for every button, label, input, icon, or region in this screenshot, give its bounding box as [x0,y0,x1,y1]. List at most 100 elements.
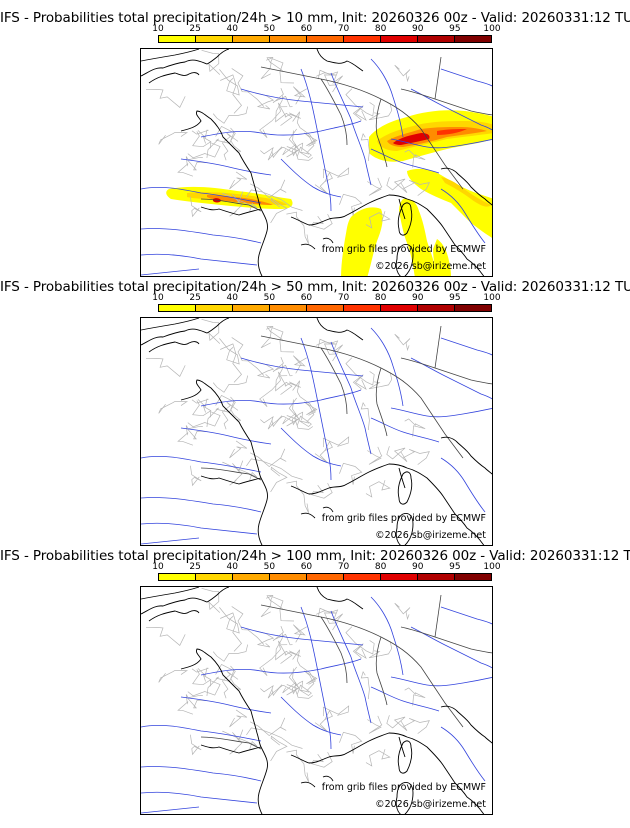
department-border [270,197,288,224]
department-border [286,211,309,244]
river [240,357,364,377]
department-border [365,211,391,229]
river [300,68,332,212]
river [200,120,362,138]
department-border [246,458,303,480]
department-border [201,587,221,613]
department-border [316,72,338,93]
department-border [215,394,242,421]
department-border [304,670,318,692]
colorbar-swatch [344,36,381,42]
department-border [192,669,212,686]
island-outline [395,782,414,814]
river [200,389,362,407]
river [141,253,258,266]
precipitation-probability-area [437,129,467,135]
coastline [141,318,200,331]
department-border [386,446,408,462]
river [240,88,364,108]
colorbar-swatch [233,574,270,580]
river [141,791,258,804]
river [141,497,262,513]
colorbar-swatch [455,574,491,580]
department-border [270,596,295,622]
river [440,457,486,513]
colorbar-tick-label: 90 [412,562,424,572]
department-border [394,333,411,352]
department-border [212,644,249,662]
colorbar-swatch [418,36,455,42]
department-border [177,156,194,177]
department-border [215,125,242,152]
department-border [270,735,288,762]
department-border [360,132,370,162]
panel-title: IFS - Probabilities total precipitation/… [0,10,630,26]
department-border [260,326,274,349]
department-border [368,103,393,121]
department-border [192,400,212,417]
river [141,766,262,782]
colorbar-tick-label: 95 [449,293,461,303]
department-border [345,357,375,386]
river [141,455,262,473]
colorbar-tick-label: 100 [483,24,501,34]
department-border [311,482,333,499]
colorbar: 10 25 40 50 60 70 80 90 95 100 [152,293,501,312]
department-border [246,189,303,211]
department-border [229,460,244,486]
river [141,522,258,535]
colorbar-swatch [270,574,307,580]
department-border [368,372,393,390]
colorbar-swatch [196,305,233,311]
colorbar-tick-label: 60 [300,293,313,303]
river [141,186,262,204]
colorbar-tick-label: 100 [483,293,501,303]
colorbar-tick-label: 40 [226,24,238,34]
department-border [279,106,301,119]
department-border [339,462,363,485]
department-border [286,142,304,157]
river [390,138,492,149]
colorbar-tick-label: 90 [412,293,424,303]
river [300,606,332,750]
river [390,676,492,687]
colorbar-tick-labels: 10 25 40 50 60 70 80 90 95 100 [152,293,500,303]
department-border [316,341,338,362]
department-border [259,640,281,677]
department-border [260,684,283,697]
department-border [187,680,221,697]
coastline [141,318,492,545]
department-border [250,448,287,468]
colorbar-swatch [381,574,418,580]
colorbar-tick-label: 50 [263,24,276,34]
department-border [260,146,283,159]
river [440,606,492,625]
river [141,228,262,244]
colorbar-swatch [159,574,196,580]
department-border [286,411,304,426]
river [280,427,342,467]
department-border [231,606,265,645]
colorbar-tick-label: 10 [152,24,164,34]
precipitation-map: from grib files provided by ECMWF ©2026 … [140,317,493,546]
precipitation-probability-area [407,168,492,238]
precipitation-probability-area [393,133,430,145]
department-border [403,448,430,465]
colorbar-tick-label: 100 [483,562,501,572]
colorbar-tick-label: 50 [263,293,276,303]
department-border [367,715,383,734]
department-border [190,196,202,218]
department-border [365,480,391,498]
river [370,327,404,407]
colorbar-swatch [196,36,233,42]
map-panel-1: IFS - Probabilities total precipitation/… [0,10,630,280]
basemap [141,587,492,814]
department-border [403,717,430,734]
river [440,726,486,782]
colorbar-swatch [418,305,455,311]
department-border [345,88,375,117]
site-credit: ©2026 sb@irizeme.net [375,799,486,810]
department-border [352,105,367,122]
department-border [386,715,408,731]
department-border [145,88,186,108]
